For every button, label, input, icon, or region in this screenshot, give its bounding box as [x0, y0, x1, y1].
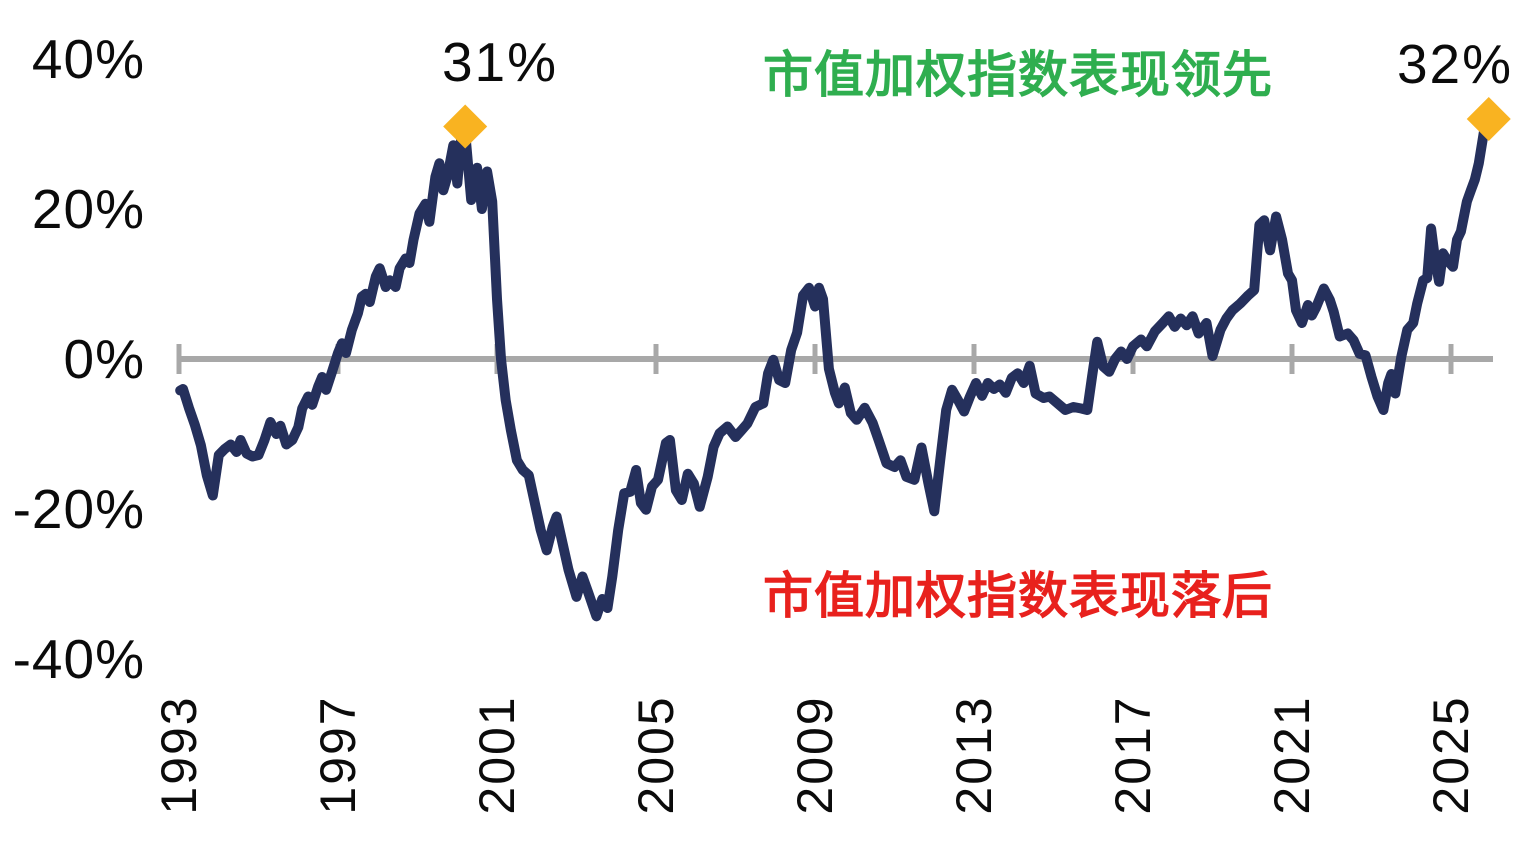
x-axis-label-2017: 2017	[1105, 695, 1161, 815]
annotation-lagging: 市值加权指数表现落后	[763, 568, 1273, 624]
series-line	[175, 114, 1491, 622]
y-axis-label-0%: 0%	[63, 328, 145, 390]
y-axis-label--20%: -20%	[12, 478, 145, 540]
x-axis-label-2025: 2025	[1423, 695, 1479, 815]
peak-2025-value-label: 32%	[1396, 33, 1514, 95]
annotation-leading: 市值加权指数表现领先	[763, 47, 1273, 103]
x-axis-label-2013: 2013	[946, 695, 1002, 815]
y-axis-label-40%: 40%	[31, 28, 145, 90]
x-axis-label-1993: 1993	[151, 695, 207, 815]
peak-marker-group	[443, 97, 1511, 149]
peak-2000-value-label: 31%	[441, 31, 559, 93]
x-axis-label-2009: 2009	[787, 695, 843, 815]
y-axis-label-20%: 20%	[31, 178, 145, 240]
x-axis-label-1997: 1997	[310, 695, 366, 815]
x-axis-label-2001: 2001	[469, 695, 525, 815]
series-line-group	[175, 114, 1491, 622]
x-axis-zero-line	[176, 344, 1493, 374]
x-axis-label-2021: 2021	[1264, 695, 1320, 815]
peak-2000-diamond-marker	[443, 104, 488, 149]
y-axis-label--40%: -40%	[12, 628, 145, 690]
peak-2025-diamond-marker	[1466, 97, 1511, 141]
x-axis-label-2005: 2005	[628, 695, 684, 815]
